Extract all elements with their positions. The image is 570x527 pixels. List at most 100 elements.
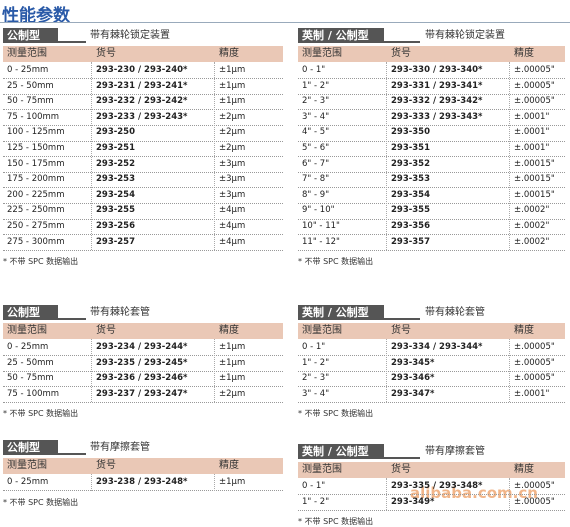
table-cell: 150 - 175mm bbox=[7, 158, 65, 169]
table-cell: 125 - 150mm bbox=[7, 143, 65, 153]
table-cell: 11" - 12" bbox=[302, 236, 340, 247]
footnote: * 不带 SPC 数据输出 bbox=[3, 409, 79, 419]
table-cell: 3" - 4" bbox=[302, 111, 330, 122]
section-tab: 公制型 bbox=[3, 440, 58, 455]
section-tab: 英制 / 公制型 bbox=[298, 305, 384, 320]
row-divider bbox=[298, 78, 565, 80]
table-cell: 293-254 bbox=[96, 189, 136, 200]
column-header: 精度 bbox=[219, 48, 239, 59]
row-divider bbox=[298, 109, 565, 111]
column-divider bbox=[91, 62, 92, 251]
table-cell: 293-330 / 293-340* bbox=[391, 65, 483, 75]
table-cell: ±1μm bbox=[219, 373, 246, 384]
row-divider bbox=[298, 386, 565, 388]
table-cell: 200 - 225mm bbox=[7, 189, 65, 200]
column-divider bbox=[386, 478, 387, 511]
table-cell: ±.00005" bbox=[514, 80, 555, 91]
table-cell: 293-233 / 293-243* bbox=[96, 111, 188, 122]
table-cell: 293-353 bbox=[391, 174, 431, 185]
table-cell: ±.00005" bbox=[514, 96, 555, 107]
table-cell: ±.00005" bbox=[514, 357, 555, 368]
column-header: 货号 bbox=[96, 325, 116, 336]
table-cell: ±2μm bbox=[219, 111, 246, 122]
table-cell: ±2μm bbox=[219, 143, 246, 153]
row-divider bbox=[298, 124, 565, 126]
table-cell: 293-253 bbox=[96, 174, 136, 185]
header-bg bbox=[298, 46, 565, 62]
row-divider bbox=[298, 249, 565, 251]
footnote: * 不带 SPC 数据输出 bbox=[3, 497, 79, 507]
table-cell: 293-345* bbox=[391, 357, 435, 368]
table-cell: 3" - 4" bbox=[302, 388, 330, 399]
table-cell: 275 - 300mm bbox=[7, 236, 65, 247]
row-divider bbox=[298, 218, 565, 220]
column-header: 精度 bbox=[514, 48, 534, 59]
table-cell: ±1μm bbox=[219, 357, 246, 368]
row-divider bbox=[3, 171, 283, 173]
table-cell: 0 - 1" bbox=[302, 342, 326, 352]
row-divider bbox=[3, 156, 283, 158]
column-divider bbox=[214, 62, 215, 251]
footnote: * 不带 SPC 数据输出 bbox=[298, 517, 374, 527]
section-subtitle: 带有棘轮套管 bbox=[90, 307, 150, 318]
header-bg bbox=[298, 462, 565, 478]
table-cell: 293-256 bbox=[96, 221, 136, 231]
column-header: 测量范围 bbox=[302, 48, 342, 59]
table-cell: ±.00005" bbox=[514, 342, 555, 352]
table-cell: 225 - 250mm bbox=[7, 205, 65, 216]
table-cell: 4" - 5" bbox=[302, 127, 330, 138]
row-divider bbox=[3, 401, 283, 403]
row-divider bbox=[298, 171, 565, 173]
column-divider bbox=[509, 339, 510, 403]
header-bg bbox=[3, 323, 283, 339]
tab-line bbox=[384, 41, 420, 43]
table-cell: 293-234 / 293-244* bbox=[96, 342, 188, 352]
column-divider bbox=[509, 478, 510, 511]
column-header: 货号 bbox=[96, 460, 116, 471]
row-divider bbox=[298, 509, 565, 511]
table-cell: ±.00005" bbox=[514, 373, 555, 384]
tab-line bbox=[384, 318, 420, 320]
column-divider bbox=[509, 62, 510, 251]
table-cell: ±.00015" bbox=[514, 158, 555, 169]
row-divider bbox=[298, 234, 565, 236]
table-cell: 293-355 bbox=[391, 205, 431, 216]
row-divider bbox=[298, 202, 565, 204]
row-divider bbox=[3, 249, 283, 251]
table-cell: ±1μm bbox=[219, 342, 246, 352]
table-cell: ±2μm bbox=[219, 127, 246, 138]
table-cell: 250 - 275mm bbox=[7, 221, 65, 231]
row-divider bbox=[298, 93, 565, 95]
column-divider bbox=[386, 62, 387, 251]
column-divider bbox=[214, 339, 215, 403]
table-cell: ±.00015" bbox=[514, 174, 555, 185]
section-subtitle: 带有摩擦套管 bbox=[425, 446, 485, 457]
table-cell: 1" - 2" bbox=[302, 80, 330, 91]
row-divider bbox=[298, 187, 565, 189]
table-cell: ±.0001" bbox=[514, 143, 550, 153]
table-cell: 9" - 10" bbox=[302, 205, 335, 216]
row-divider bbox=[3, 78, 283, 80]
row-divider bbox=[298, 156, 565, 158]
row-divider bbox=[298, 355, 565, 357]
column-divider bbox=[91, 474, 92, 491]
footnote: * 不带 SPC 数据输出 bbox=[3, 257, 79, 267]
table-cell: ±.0002" bbox=[514, 221, 550, 231]
row-divider bbox=[3, 93, 283, 95]
header-bg bbox=[3, 46, 283, 62]
section-tab: 公制型 bbox=[3, 28, 58, 43]
table-cell: 7" - 8" bbox=[302, 174, 330, 185]
table-cell: 25 - 50mm bbox=[7, 357, 54, 368]
table-cell: 293-238 / 293-248* bbox=[96, 477, 188, 487]
column-divider bbox=[91, 339, 92, 403]
table-cell: 0 - 1" bbox=[302, 65, 326, 75]
table-cell: 293-255 bbox=[96, 205, 136, 216]
section-tab: 英制 / 公制型 bbox=[298, 444, 384, 459]
table-cell: ±4μm bbox=[219, 221, 246, 231]
column-header: 测量范围 bbox=[302, 325, 342, 336]
table-cell: ±3μm bbox=[219, 174, 246, 185]
table-cell: ±4μm bbox=[219, 205, 246, 216]
table-cell: 293-237 / 293-247* bbox=[96, 388, 188, 399]
column-header: 货号 bbox=[391, 325, 411, 336]
table-cell: 75 - 100mm bbox=[7, 111, 60, 122]
